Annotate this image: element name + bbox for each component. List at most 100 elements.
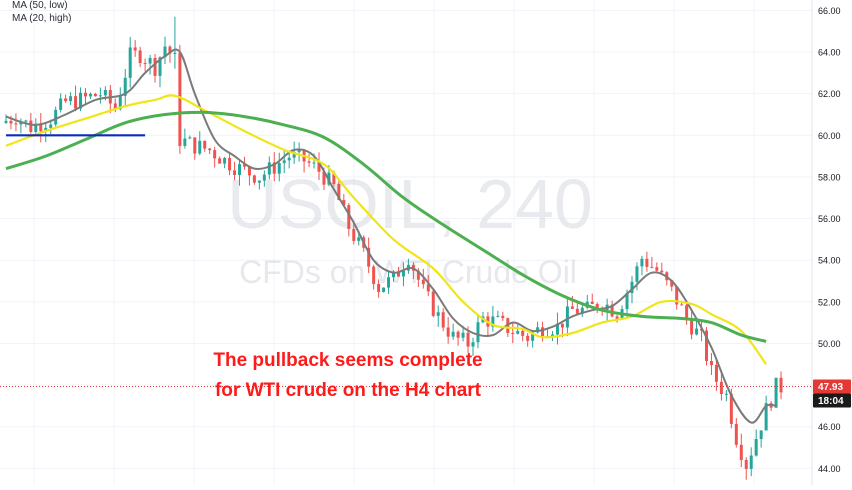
candle-up [476, 316, 480, 349]
candle-down [193, 137, 197, 160]
candle-up [128, 36, 132, 88]
candle-up [123, 69, 127, 106]
candle-up [471, 337, 475, 356]
candle-up [54, 106, 58, 127]
candle-down [714, 360, 718, 391]
watermark: USOIL, 240 CFDs on WTI Crude Oil [227, 165, 593, 290]
candle-up [238, 160, 242, 186]
annotation-line-2: for WTI crude on the H4 chart [215, 380, 482, 401]
candle-down [203, 140, 207, 152]
candle-up [98, 87, 102, 104]
candle-down [610, 300, 614, 318]
candle-up [163, 36, 167, 65]
candle-down [441, 308, 445, 332]
candle-down [511, 321, 515, 344]
candle-up [580, 303, 584, 318]
candle-down [734, 418, 738, 448]
candle-down [252, 174, 256, 185]
candle-up [759, 430, 763, 448]
candle-down [218, 156, 222, 164]
candle-up [754, 429, 758, 457]
candle-down [744, 457, 748, 480]
candle-up [451, 323, 455, 340]
candle-up [148, 54, 152, 75]
y-tick-label: 58.00 [818, 172, 841, 182]
candle-up [724, 389, 728, 402]
ma-short-line [5, 48, 777, 424]
candle-up [565, 296, 569, 337]
candle-up [257, 180, 261, 190]
price-tag-value: 47.93 [818, 382, 843, 393]
candle-up [282, 149, 286, 174]
candle-up [59, 93, 63, 113]
countdown-value: 18:04 [818, 396, 844, 407]
annotation-line-1: The pullback seems complete [213, 350, 482, 371]
candle-up [69, 92, 73, 106]
y-tick-label: 44.00 [818, 464, 841, 474]
ma-20-high-line [5, 94, 767, 365]
y-tick-label: 60.00 [818, 131, 841, 141]
annotation: The pullback seems complete for WTI crud… [213, 350, 482, 401]
candle-down [501, 311, 505, 321]
candle-down [64, 94, 68, 103]
candle-down [645, 251, 649, 272]
y-tick-label: 56.00 [818, 214, 841, 224]
candle-down [213, 146, 217, 168]
candle-down [178, 44, 182, 154]
y-tick-label: 62.00 [818, 89, 841, 99]
candle-down [133, 40, 137, 57]
candle-down [779, 371, 783, 400]
price-tag [813, 379, 851, 394]
candle-down [655, 262, 659, 274]
candle-down [431, 288, 435, 318]
candle-down [526, 333, 530, 347]
candle-down [456, 330, 460, 346]
ma-50-low-line [5, 110, 767, 343]
candle-up [297, 142, 301, 162]
candle-down [675, 286, 679, 310]
candle-up [4, 114, 8, 125]
candle-up [198, 131, 202, 156]
candle-up [401, 262, 405, 287]
candle-down [342, 194, 346, 206]
candle-down [570, 295, 574, 310]
candle-down [739, 433, 743, 468]
candle-down [228, 152, 232, 176]
candle-up [34, 118, 38, 134]
candle-up [188, 135, 192, 139]
candle-up [277, 152, 281, 182]
candle-down [272, 152, 276, 182]
candle-up [44, 122, 48, 143]
candle-down [372, 264, 376, 290]
candle-up [491, 305, 495, 332]
y-tick-label: 50.00 [818, 339, 841, 349]
candle-down [367, 237, 371, 274]
candle-down [709, 353, 713, 375]
candle-down [690, 309, 694, 340]
candle-up [640, 255, 644, 276]
y-tick-label: 64.00 [818, 48, 841, 58]
candle-up [516, 324, 520, 335]
candle-up [436, 305, 440, 327]
candle-down [317, 152, 321, 180]
candle-down [83, 88, 87, 106]
candle-up [287, 151, 291, 169]
legend: MA (50, low) MA (20, high) [12, 0, 71, 24]
countdown-tag [813, 393, 851, 408]
candle-down [153, 53, 157, 83]
candle-down [660, 262, 664, 275]
candle-down [446, 316, 450, 344]
candle-down [521, 329, 525, 342]
candle-down [93, 92, 97, 97]
legend-item-ma50: MA (50, low) [12, 0, 68, 11]
y-tick-label: 46.00 [818, 422, 841, 432]
candle-up [555, 312, 559, 345]
candle-down [307, 153, 311, 168]
candle-down [14, 113, 18, 132]
candle-down [705, 327, 709, 366]
candle-up [764, 395, 768, 431]
candle-up [387, 271, 391, 294]
